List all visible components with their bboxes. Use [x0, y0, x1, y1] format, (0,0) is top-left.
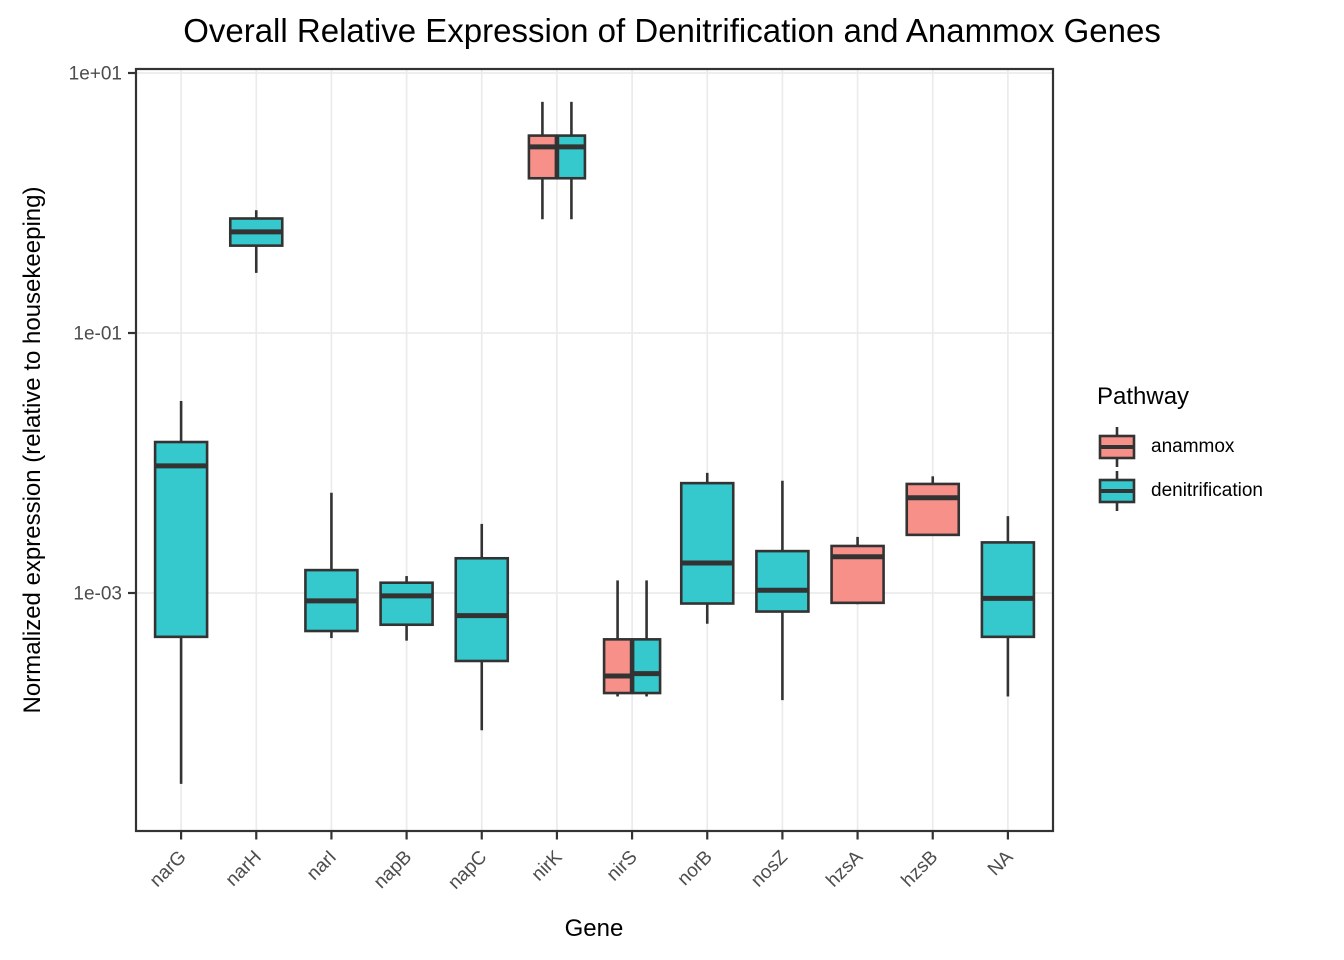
iqr-box — [454, 556, 510, 663]
boxplot-nirS-denitrification — [631, 580, 662, 697]
x-tick-label-hzsA: hzsA — [822, 846, 867, 891]
iqr-box — [980, 541, 1036, 639]
panel-background — [136, 69, 1053, 831]
y-axis-title: Normalized expression (relative to house… — [19, 186, 46, 714]
legend: Pathway anammox denitrification — [1097, 383, 1337, 513]
boxplot-napC-denitrification — [454, 523, 510, 731]
boxplot-napB-denitrification — [379, 576, 434, 641]
iqr-box — [755, 549, 810, 613]
boxplot-NA-denitrification — [980, 516, 1036, 697]
boxplot-hzsA-anammox — [830, 536, 885, 605]
iqr-box — [905, 482, 961, 537]
legend-label-anammox: anammox — [1151, 436, 1235, 457]
boxplot-nirS-anammox — [602, 580, 633, 697]
y-tick-label-1e-03: 1e-03 — [73, 584, 122, 605]
boxplot-nirK-anammox — [527, 101, 558, 220]
iqr-box — [153, 440, 209, 639]
iqr-box — [679, 481, 735, 605]
x-tick-label-narI: narI — [303, 847, 341, 885]
iqr-box — [602, 638, 633, 695]
legend-title: Pathway — [1097, 383, 1190, 410]
boxplot-narI-denitrification — [304, 492, 359, 639]
boxplot-nosZ-denitrification — [755, 480, 810, 701]
legend-item-anammox: anammox — [1097, 425, 1337, 469]
boxplot-narG-denitrification — [153, 400, 209, 784]
x-tick-label-narH: narH — [222, 847, 266, 891]
y-tick-label-1e+01: 1e+01 — [69, 64, 122, 85]
x-tick-label-hzsB: hzsB — [898, 847, 943, 892]
x-tick-label-nosZ: nosZ — [747, 846, 792, 891]
iqr-box — [631, 638, 662, 695]
iqr-box — [379, 581, 434, 627]
y-tick-label-1e-01: 1e-01 — [73, 324, 122, 345]
boxplot-norB-denitrification — [679, 472, 735, 624]
x-axis-title: Gene — [564, 915, 624, 942]
boxplot-glyph-denitrification-icon — [1098, 471, 1136, 511]
iqr-box — [556, 134, 587, 180]
x-tick-label-napB: napB — [370, 847, 416, 893]
legend-label-denitrification: denitrification — [1151, 480, 1263, 501]
panel-border — [134, 67, 1055, 833]
x-tick-label-NA: NA — [984, 846, 1018, 880]
boxplot-nirK-denitrification — [556, 101, 587, 220]
boxplot-hzsB-anammox — [905, 476, 961, 537]
chart-title: Overall Relative Expression of Denitrifi… — [183, 12, 1161, 49]
iqr-box — [527, 134, 558, 180]
x-tick-label-narG: narG — [146, 847, 191, 892]
boxplot-glyph-anammox-icon — [1098, 427, 1136, 467]
legend-item-denitrification: denitrification — [1097, 469, 1337, 513]
x-tick-label-norB: norB — [674, 847, 717, 890]
boxplot-narH-denitrification — [228, 210, 284, 273]
x-tick-label-nirS: nirS — [603, 847, 642, 886]
x-tick-label-nirK: nirK — [528, 846, 567, 885]
x-tick-label-napC: napC — [444, 847, 491, 894]
